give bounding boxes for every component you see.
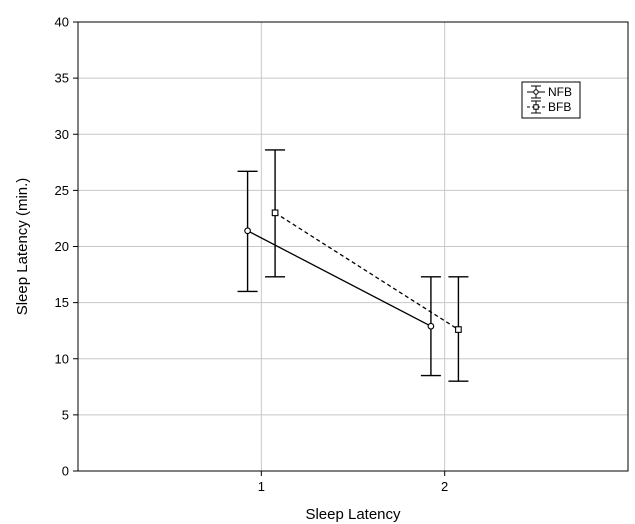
legend-marker-bfb xyxy=(533,104,539,110)
legend: NFB BFB xyxy=(521,81,581,119)
x-tick-label: 1 xyxy=(258,479,265,494)
y-tick-label: 40 xyxy=(55,15,69,30)
y-tick-label: 5 xyxy=(62,407,69,422)
series-line-bfb xyxy=(274,212,459,331)
y-axis-title: Sleep Latency (min.) xyxy=(14,178,31,316)
legend-symbol-bfb xyxy=(527,100,545,114)
legend-label-nfb: NFB xyxy=(548,85,572,99)
y-tick-label: 20 xyxy=(55,239,69,254)
y-tick-label: 35 xyxy=(55,71,69,86)
y-tick-label: 10 xyxy=(55,351,69,366)
x-tick-label: 2 xyxy=(441,479,448,494)
legend-symbol-nfb xyxy=(527,85,545,99)
y-tick-label: 25 xyxy=(55,183,69,198)
y-tick-label: 15 xyxy=(55,295,69,310)
x-axis-title: Sleep Latency xyxy=(305,506,401,523)
point-marker-bfb xyxy=(271,209,279,217)
y-tick-label: 0 xyxy=(62,464,69,479)
grid-lines xyxy=(78,22,628,471)
legend-marker-nfb xyxy=(533,89,539,95)
point-marker-nfb xyxy=(244,227,251,235)
series-line-nfb xyxy=(247,230,432,327)
point-marker-bfb xyxy=(455,326,462,333)
point-marker-nfb xyxy=(427,322,435,330)
y-tick-label: 30 xyxy=(55,127,69,142)
y-axis-ticks: 0 5 10 15 20 25 30 35 40 xyxy=(55,15,78,479)
legend-label-bfb: BFB xyxy=(548,100,571,114)
legend-box xyxy=(521,81,581,119)
series-group xyxy=(237,149,469,382)
